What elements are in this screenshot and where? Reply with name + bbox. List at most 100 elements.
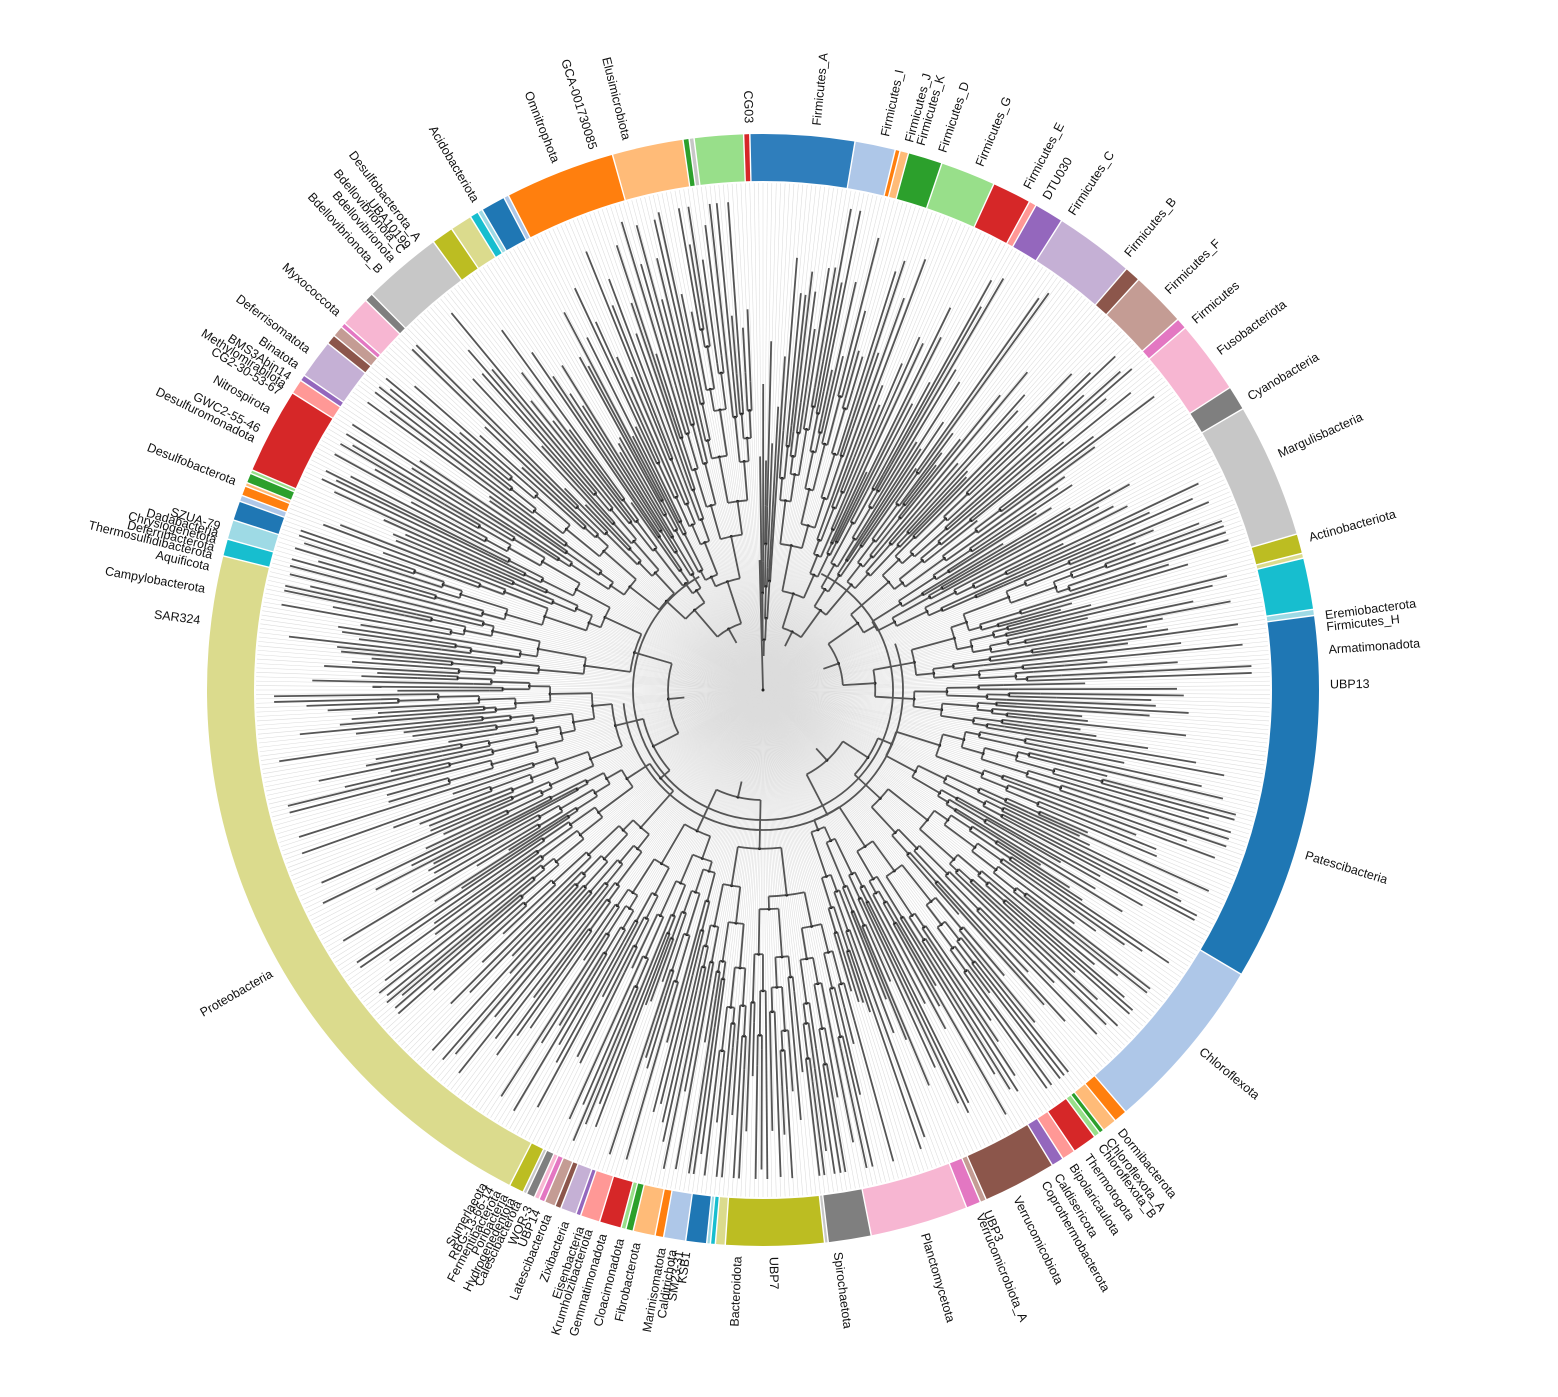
- branch-line: [744, 1006, 746, 1036]
- branch-line: [447, 676, 458, 677]
- branch-line: [274, 695, 400, 697]
- branch-node: [762, 689, 765, 692]
- branch-line: [1014, 779, 1187, 840]
- branch-line: [941, 716, 974, 721]
- branch-line: [673, 885, 685, 915]
- leaf-guide-line: [763, 690, 1032, 1120]
- branch-line: [765, 618, 766, 640]
- phylum-label: Actinobacteriota: [1307, 507, 1397, 544]
- phylum-label: Cyanobacteria: [1245, 350, 1321, 404]
- branch-line: [324, 666, 415, 671]
- branch-line: [712, 927, 719, 962]
- branch-line: [767, 567, 768, 587]
- ring-segment: [726, 1196, 824, 1246]
- phylum-label: Firmicutes: [1189, 278, 1242, 326]
- branch-line: [750, 381, 751, 410]
- branch-line: [760, 456, 761, 554]
- branch-line: [1002, 723, 1024, 726]
- branch-line: [793, 977, 795, 992]
- branch-line: [442, 650, 471, 654]
- branch-line: [747, 438, 748, 461]
- branch-line: [507, 818, 540, 837]
- phylum-label: Firmicutes_F: [1162, 236, 1224, 297]
- ring-segment: [863, 1164, 966, 1235]
- branch-line: [970, 484, 1129, 573]
- branch-line: [717, 1088, 721, 1123]
- branch-line: [819, 1029, 825, 1064]
- phylum-label: Elusimicrobiota: [599, 56, 633, 142]
- branch-line: [738, 501, 742, 534]
- ring-segment: [1201, 616, 1319, 973]
- branch-line: [953, 659, 990, 664]
- branch-line: [722, 1007, 727, 1051]
- branch-line: [888, 789, 927, 820]
- branch-line: [785, 1050, 787, 1089]
- branch-line: [482, 712, 497, 713]
- branch-line: [1064, 662, 1107, 665]
- branch-line: [290, 766, 469, 812]
- leaf-guide-line: [697, 187, 763, 690]
- branch-line: [668, 698, 684, 700]
- phylum-label: Desulfobacterota: [145, 440, 238, 488]
- phylum-label: Firmicutes_G: [973, 95, 1014, 169]
- branch-line: [791, 456, 793, 474]
- branch-line: [799, 430, 807, 476]
- branch-line: [492, 682, 530, 683]
- branch-line: [1056, 698, 1151, 700]
- branch-line: [708, 441, 712, 459]
- branch-line: [1017, 888, 1026, 895]
- branch-line: [456, 579, 479, 587]
- branch-line: [760, 800, 761, 849]
- branch-line: [489, 734, 537, 743]
- leaf-guide-line: [763, 690, 1109, 1061]
- branch-line: [770, 566, 771, 581]
- branch-line: [595, 784, 610, 793]
- branch-line: [450, 754, 494, 764]
- branch-line: [468, 710, 485, 711]
- branch-line: [587, 773, 604, 782]
- branch-line: [484, 725, 496, 727]
- branch-line: [459, 671, 495, 673]
- branch-line: [307, 703, 381, 706]
- ring-segment: [613, 140, 689, 200]
- branch-line: [417, 678, 458, 679]
- ring-segment: [695, 134, 745, 184]
- phylum-label: UBP7: [767, 1257, 782, 1290]
- branch-line: [765, 544, 766, 587]
- ring-segment: [744, 134, 750, 181]
- leaf-guide-line: [267, 585, 763, 690]
- branch-line: [851, 405, 879, 474]
- phylum-label: Fusobacteriota: [1214, 297, 1289, 357]
- branch-line: [403, 570, 414, 574]
- branch-line: [720, 410, 727, 456]
- branch-line: [989, 985, 1060, 1078]
- branch-line: [459, 924, 578, 1073]
- branch-line: [380, 703, 398, 704]
- branch-line: [511, 715, 533, 717]
- branch-line: [550, 693, 592, 694]
- phylum-label: Armatimonadota: [1328, 636, 1421, 656]
- branch-line: [506, 614, 542, 625]
- branch-line: [992, 709, 1018, 711]
- branch-line: [789, 1047, 792, 1091]
- branch-line: [413, 727, 485, 736]
- phylum-label: SAR324: [153, 608, 201, 628]
- branch-line: [463, 703, 479, 704]
- leaf-guide-line: [483, 690, 763, 1113]
- branch-line: [813, 444, 825, 490]
- branch-line: [775, 1012, 777, 1057]
- branch-line: [452, 663, 495, 667]
- branch-line: [607, 770, 622, 779]
- branch-line: [1016, 672, 1034, 673]
- branch-line: [953, 665, 983, 668]
- branch-line: [929, 610, 942, 616]
- branch-line: [1009, 696, 1057, 697]
- branch-line: [542, 580, 573, 595]
- phylum-label: Margulisbacteria: [1276, 410, 1365, 461]
- branch-line: [440, 633, 450, 635]
- phylum-label: Firmicutes_A: [810, 52, 831, 127]
- branch-line: [838, 381, 842, 396]
- phylum-label: Acidobacteriota: [426, 123, 482, 204]
- ring-segment: [1202, 409, 1296, 546]
- branch-line: [471, 651, 520, 658]
